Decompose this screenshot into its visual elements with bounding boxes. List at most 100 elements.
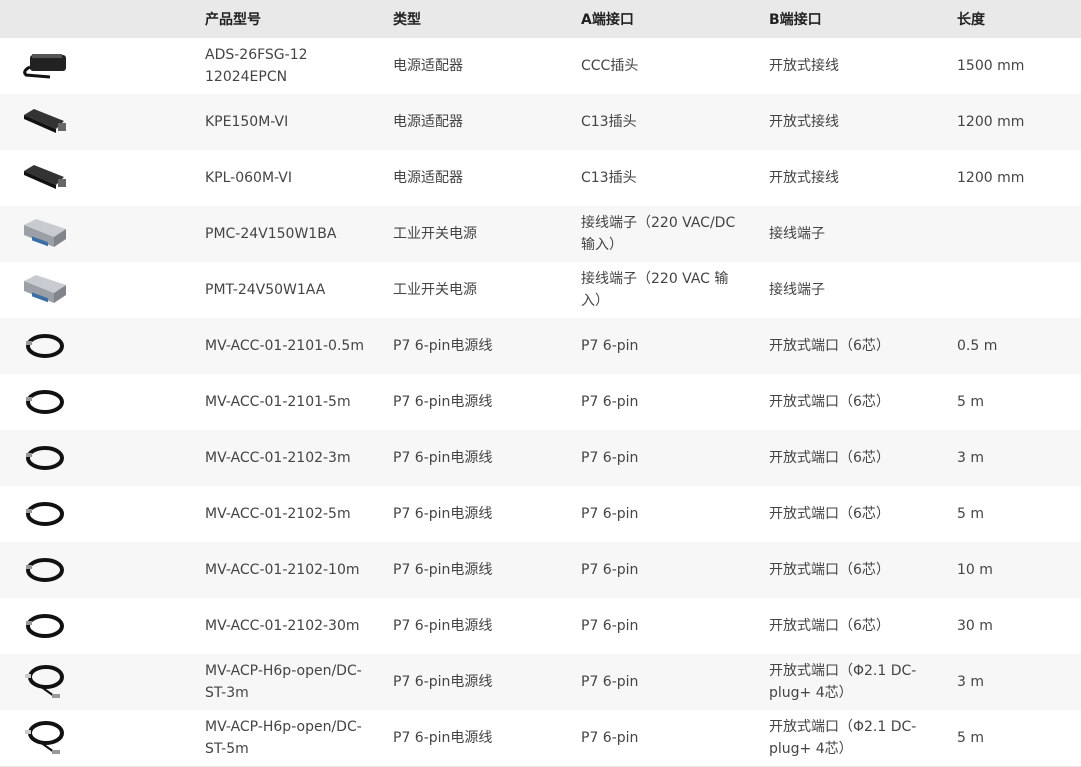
cell-b-port: 开放式端口（Φ2.1 DC-plug+ 4芯） xyxy=(757,710,945,767)
table-row: MV-ACP-H6p-open/DC-ST-5m P7 6-pin电源线 P7 6-… xyxy=(0,710,1081,767)
cell-type: P7 6-pin电源线 xyxy=(381,710,569,767)
adapter-brick-icon xyxy=(20,107,193,137)
cell-model: PMC-24V150W1BA xyxy=(193,206,381,262)
cell-a-port: C13插头 xyxy=(581,170,637,186)
cell-model: MV-ACP-H6p-open/DC-ST-3m xyxy=(193,654,381,710)
table-header-row: 产品型号 类型 A端接口 B端接口 长度 xyxy=(0,0,1081,38)
header-a-port: A端接口 xyxy=(569,0,757,38)
cell-b-port: 开放式端口（6芯） xyxy=(757,430,945,486)
table-row: KPL-060M-VI 电源适配器 C13插头 开放式接线 1200 mm xyxy=(0,150,1081,206)
cell-type: P7 6-pin电源线 xyxy=(381,542,569,598)
cable-coil-icon xyxy=(20,443,193,473)
cell-model: MV-ACC-01-2102-30m xyxy=(205,618,360,634)
product-image xyxy=(0,486,193,542)
table-row: MV-ACP-H6p-open/DC-ST-3m P7 6-pin电源线 P7 6-… xyxy=(0,654,1081,710)
table-row: PMC-24V150W1BA 工业开关电源 接线端子（220 VAC/DC 输入）接… xyxy=(0,206,1081,262)
cell-model: PMT-24V50W1AA xyxy=(205,282,326,298)
cell-a-port: P7 6-pin xyxy=(569,710,757,767)
cell-model: KPL-060M-VI xyxy=(205,170,292,186)
cell-a-port: 接线端子（220 VAC/DC 输入） xyxy=(569,206,757,262)
header-model: 产品型号 xyxy=(193,0,381,38)
adapter-brick-icon xyxy=(20,163,193,193)
cell-model: KPE150M-VI xyxy=(193,94,381,150)
cell-length: 0.5 m xyxy=(945,318,1081,374)
cell-type: 电源适配器 xyxy=(393,58,463,74)
cell-length xyxy=(945,206,1081,262)
cell-a-port: P7 6-pin xyxy=(569,654,757,710)
product-image xyxy=(0,710,193,767)
cell-length: 5 m xyxy=(957,394,984,410)
product-image xyxy=(0,598,193,654)
cell-b-port: 开放式接线 xyxy=(769,170,839,186)
product-image xyxy=(0,318,193,374)
table-row: MV-ACC-01-2101-5m P7 6-pin电源线 P7 6-pin 开放式端… xyxy=(0,374,1081,430)
cell-a-port: P7 6-pin xyxy=(569,430,757,486)
cell-type: 电源适配器 xyxy=(381,94,569,150)
cell-length: 10 m xyxy=(945,542,1081,598)
cell-b-port: 接线端子 xyxy=(769,282,825,298)
cell-length: 5 m xyxy=(945,710,1081,767)
table-row: MV-ACC-01-2102-5m P7 6-pin电源线 P7 6-pin 开放式端… xyxy=(0,486,1081,542)
product-image xyxy=(0,542,193,598)
cell-type: 工业开关电源 xyxy=(381,206,569,262)
cell-a-port: P7 6-pin xyxy=(581,506,639,522)
cable-coil-dc-icon xyxy=(20,720,193,756)
cell-b-port: 开放式端口（6芯） xyxy=(757,318,945,374)
cell-b-port: 开放式接线 xyxy=(769,58,839,74)
cell-b-port: 开放式端口（6芯） xyxy=(769,394,890,410)
cell-a-port: P7 6-pin xyxy=(569,318,757,374)
cell-type: 工业开关电源 xyxy=(393,282,477,298)
adapter-black-icon xyxy=(20,51,193,81)
cell-type: 电源适配器 xyxy=(393,170,463,186)
cell-b-port: 开放式端口（6芯） xyxy=(757,542,945,598)
cell-length: 30 m xyxy=(957,618,993,634)
product-image xyxy=(0,206,193,262)
cell-model: MV-ACC-01-2102-3m xyxy=(193,430,381,486)
cell-length: 3 m xyxy=(945,654,1081,710)
cell-b-port: 开放式接线 xyxy=(757,94,945,150)
cell-b-port: 开放式端口（Φ2.1 DC-plug+ 4芯） xyxy=(757,654,945,710)
header-length: 长度 xyxy=(945,0,1081,38)
cell-model: MV-ACC-01-2102-10m xyxy=(193,542,381,598)
table-row: MV-ACC-01-2101-0.5m P7 6-pin电源线 P7 6-pin 开放… xyxy=(0,318,1081,374)
table-row: MV-ACC-01-2102-3m P7 6-pin电源线 P7 6-pin 开放式端… xyxy=(0,430,1081,486)
cell-a-port: P7 6-pin xyxy=(569,542,757,598)
cell-length: 3 m xyxy=(945,430,1081,486)
table-row: PMT-24V50W1AA 工业开关电源 接线端子（220 VAC 输入） 接线端子 xyxy=(0,262,1081,318)
cell-a-port: CCC插头 xyxy=(581,58,639,74)
cell-type: P7 6-pin电源线 xyxy=(381,654,569,710)
cell-b-port: 开放式端口（6芯） xyxy=(769,506,890,522)
cell-b-port: 接线端子 xyxy=(757,206,945,262)
cell-type: P7 6-pin电源线 xyxy=(393,506,493,522)
cell-b-port: 开放式端口（6芯） xyxy=(769,618,890,634)
cable-coil-icon xyxy=(20,387,193,417)
industrial-psu-icon xyxy=(20,219,193,249)
table-row: MV-ACC-01-2102-10m P7 6-pin电源线 P7 6-pin 开放式… xyxy=(0,542,1081,598)
cell-a-port: 接线端子（220 VAC 输入） xyxy=(581,271,729,309)
product-image xyxy=(0,262,193,318)
industrial-psu-icon xyxy=(20,275,193,305)
cell-type: P7 6-pin电源线 xyxy=(381,318,569,374)
table-row: KPE150M-VI 电源适配器 C13插头 开放式接线 1200 mm xyxy=(0,94,1081,150)
cable-coil-icon xyxy=(20,611,193,641)
cell-a-port: P7 6-pin xyxy=(581,618,639,634)
product-image xyxy=(0,150,193,206)
product-image xyxy=(0,38,193,94)
cell-type: P7 6-pin电源线 xyxy=(381,430,569,486)
cell-length xyxy=(945,262,1081,318)
cell-a-port: C13插头 xyxy=(569,94,757,150)
cell-type: P7 6-pin电源线 xyxy=(393,618,493,634)
cell-length: 5 m xyxy=(957,506,984,522)
header-image xyxy=(0,0,193,38)
cell-model: MV-ACC-01-2101-5m xyxy=(205,394,351,410)
cable-coil-icon xyxy=(20,555,193,585)
cell-length: 1500 mm xyxy=(957,58,1025,74)
cell-length: 1200 mm xyxy=(945,94,1081,150)
cell-model: ADS-26FSG-12 12024EPCN xyxy=(205,47,308,85)
header-b-port: B端接口 xyxy=(757,0,945,38)
product-image xyxy=(0,374,193,430)
cable-coil-icon xyxy=(20,499,193,529)
cable-coil-dc-icon xyxy=(20,664,193,700)
cell-model: MV-ACP-H6p-open/DC-ST-5m xyxy=(193,710,381,767)
